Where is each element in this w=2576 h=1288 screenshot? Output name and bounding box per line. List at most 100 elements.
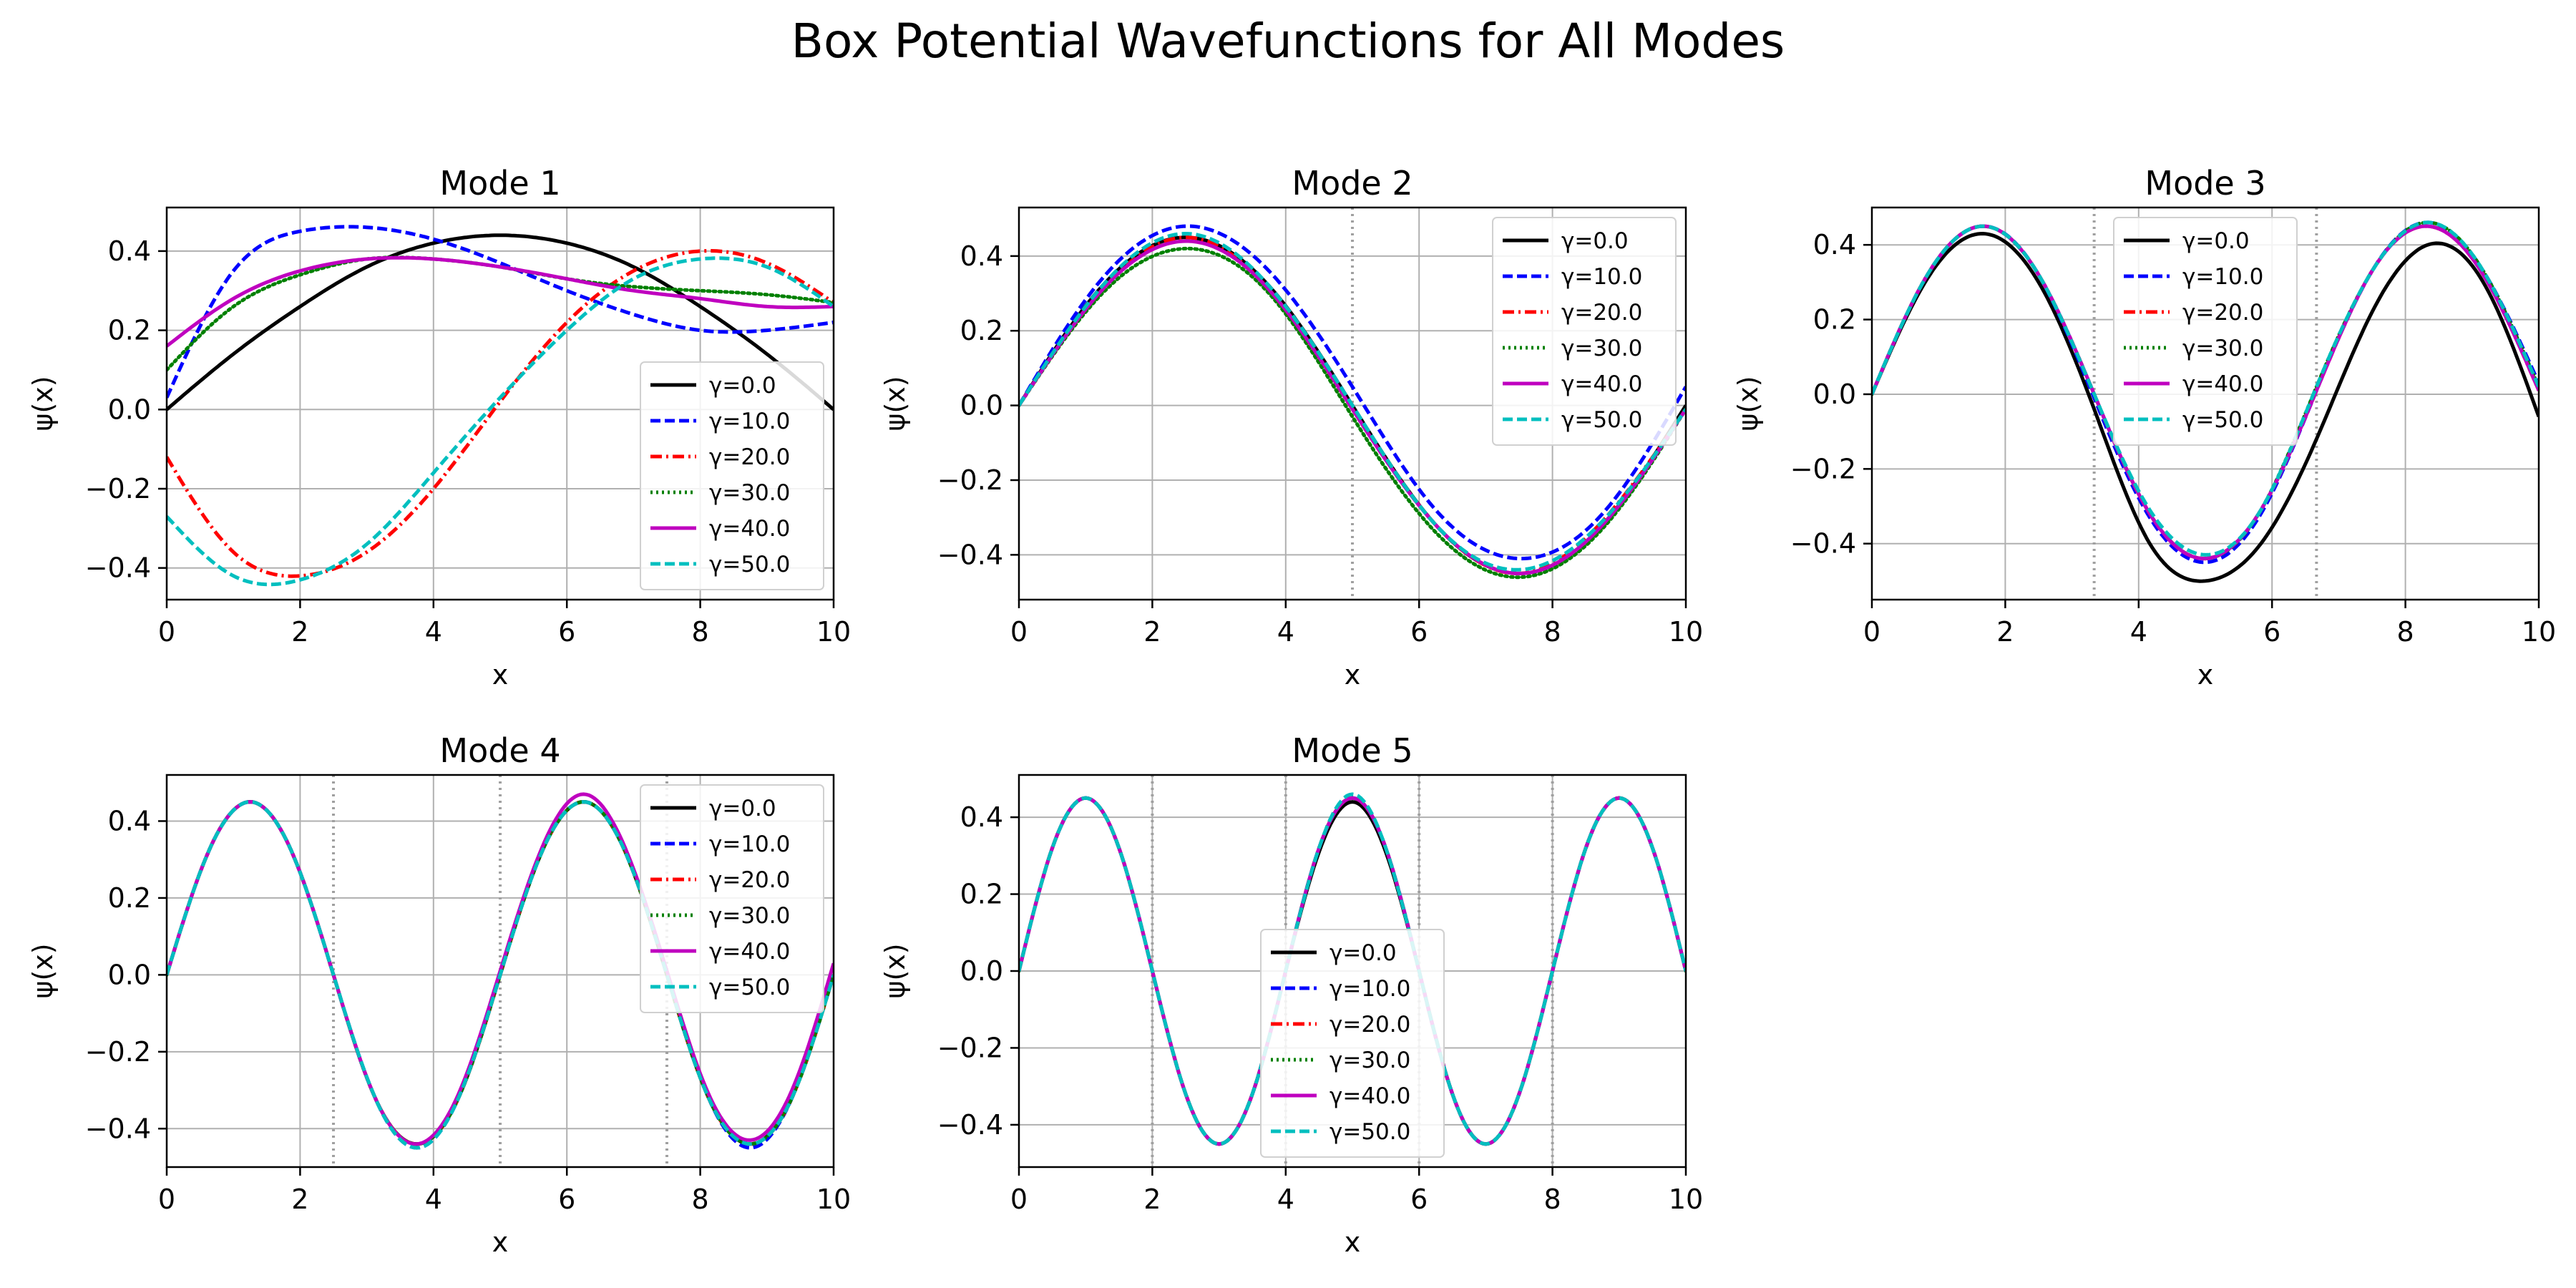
y-tick-label: 0.0: [108, 394, 151, 425]
subplot-mode-4: 0 2 4 6 8 10 −0.4 −0.2 0.0 0.2 0.4 x ψ(x) Mode 4 γ=0.0…: [27, 731, 851, 1258]
subplot-mode-3: 0 2 4 6 8 10 −0.4 −0.2 0.0 0.2 0.4 x ψ(x) Mode 3 γ=0.0…: [1732, 164, 2556, 691]
legend-label: γ=20.0: [2182, 300, 2263, 326]
legend-label: γ=10.0: [1561, 264, 1642, 290]
subplot-title: Mode 3: [2145, 164, 2265, 203]
plot-frame: [1018, 206, 1687, 601]
y-tick-label: 0.4: [960, 801, 1003, 833]
legend: γ=0.0 γ=10.0 γ=20.0 γ=30.0 γ=40.0 γ=50.0: [640, 784, 824, 1013]
subplot-title: Mode 5: [1292, 731, 1413, 770]
series-line-gamma-1: [1019, 224, 1686, 561]
y-tick-label: 0.0: [108, 959, 151, 990]
plot-frame: [165, 774, 835, 1169]
legend-label: γ=30.0: [2182, 336, 2263, 361]
legend-label: γ=10.0: [2182, 264, 2263, 290]
y-tick-label: 0.0: [1813, 379, 1856, 410]
subplot-title: Mode 4: [439, 731, 560, 770]
y-tick-label: 0.0: [960, 955, 1003, 987]
x-tick-label: 2: [1996, 616, 2014, 648]
y-tick-label: 0.0: [960, 390, 1003, 421]
y-tick-label: −0.4: [85, 1113, 151, 1144]
x-tick-label: 0: [1010, 616, 1028, 648]
series-line-gamma-0: [1872, 231, 2539, 583]
y-tick-label: −0.4: [937, 1109, 1003, 1141]
y-tick-label: 0.4: [960, 240, 1003, 272]
y-tick-label: −0.2: [1790, 453, 1856, 484]
legend-label: γ=50.0: [2182, 407, 2263, 433]
legend-label: γ=20.0: [1330, 1012, 1410, 1038]
series-line-gamma-5: [1872, 220, 2539, 557]
x-tick-label: 6: [558, 616, 575, 648]
y-tick-label: 0.4: [1813, 229, 1856, 260]
legend-label: γ=10.0: [709, 831, 790, 857]
x-axis-label: x: [1345, 659, 1361, 691]
series-group: [1872, 220, 2539, 583]
x-tick-label: 10: [1669, 1184, 1703, 1215]
legend-label: γ=0.0: [2182, 228, 2250, 254]
x-axis-label: x: [492, 1226, 509, 1258]
x-tick-label: 2: [291, 1184, 308, 1215]
legend-label: γ=30.0: [709, 480, 790, 506]
subplot-mode-5: 0 2 4 6 8 10 −0.4 −0.2 0.0 0.2 0.4 x ψ(x) Mode 5 γ=0.0…: [879, 731, 1703, 1258]
series-group: [167, 225, 834, 587]
y-tick-label: 0.4: [108, 235, 151, 267]
x-axis-label: x: [1345, 1226, 1361, 1258]
x-tick-label: 8: [692, 616, 709, 648]
legend-label: γ=40.0: [1561, 371, 1642, 397]
series-group: [1019, 792, 1686, 1146]
x-tick-label: 2: [291, 616, 308, 648]
legend-label: γ=50.0: [1330, 1119, 1410, 1145]
legend: γ=0.0 γ=10.0 γ=20.0 γ=30.0 γ=40.0 γ=50.0: [2113, 217, 2298, 446]
x-tick-label: 0: [1863, 616, 1880, 648]
legend-label: γ=50.0: [709, 975, 790, 1000]
series-line-gamma-1: [167, 225, 834, 399]
y-axis-label: ψ(x): [879, 376, 911, 431]
y-tick-label: 0.2: [108, 315, 151, 346]
x-axis-label: x: [492, 659, 509, 691]
plot-frame: [1870, 206, 2540, 601]
y-tick-label: 0.2: [960, 879, 1003, 910]
subplot-title: Mode 1: [439, 164, 560, 203]
legend-label: γ=40.0: [709, 939, 790, 965]
x-axis-label: x: [2197, 659, 2214, 691]
legend-label: γ=30.0: [709, 903, 790, 929]
y-tick-label: 0.2: [1813, 304, 1856, 336]
legend-label: γ=20.0: [709, 867, 790, 893]
y-tick-label: 0.4: [108, 805, 151, 836]
x-tick-label: 8: [1544, 616, 1561, 648]
y-tick-label: 0.2: [960, 315, 1003, 346]
x-tick-label: 10: [816, 616, 851, 648]
subplot-mode-1: 0 2 4 6 8 10 −0.4 −0.2 0.0 0.2 0.4 x ψ(x) Mode 1 γ=0.0…: [27, 164, 851, 691]
x-tick-label: 4: [1277, 616, 1294, 648]
legend-label: γ=30.0: [1561, 336, 1642, 361]
y-axis-label: ψ(x): [27, 943, 59, 998]
y-tick-label: −0.2: [85, 1036, 151, 1068]
legend-label: γ=0.0: [709, 373, 776, 399]
x-tick-label: 4: [425, 616, 442, 648]
plot-frame: [165, 206, 835, 601]
x-tick-label: 6: [1410, 1184, 1428, 1215]
series-line-gamma-4: [1019, 239, 1686, 576]
figure-title: Box Potential Wavefunctions for All Mode…: [791, 14, 1785, 69]
legend-label: γ=20.0: [1561, 300, 1642, 326]
subplot-grid: 0 2 4 6 8 10 −0.4 −0.2 0.0 0.2 0.4 x ψ(x) Mode 1 γ=0.0…: [27, 164, 2556, 1258]
y-tick-label: −0.2: [937, 1032, 1003, 1063]
legend-label: γ=40.0: [2182, 371, 2263, 397]
y-axis-label: ψ(x): [27, 376, 59, 431]
x-tick-label: 10: [2522, 616, 2556, 648]
series-line-gamma-5: [1019, 231, 1686, 572]
subplot-title: Mode 2: [1292, 164, 1413, 203]
legend-label: γ=10.0: [1330, 976, 1410, 1002]
x-tick-label: 10: [1669, 616, 1703, 648]
y-tick-label: 0.2: [108, 882, 151, 914]
legend: γ=0.0 γ=10.0 γ=20.0 γ=30.0 γ=40.0 γ=50.0: [1492, 217, 1677, 446]
series-group: [167, 792, 834, 1150]
x-tick-label: 2: [1143, 616, 1161, 648]
x-tick-label: 8: [1544, 1184, 1561, 1215]
y-tick-label: −0.4: [937, 539, 1003, 570]
series-line-gamma-5: [167, 256, 834, 587]
x-tick-label: 6: [2263, 616, 2280, 648]
legend-label: γ=30.0: [1330, 1048, 1410, 1073]
x-tick-label: 4: [2130, 616, 2147, 648]
x-tick-label: 2: [1143, 1184, 1161, 1215]
